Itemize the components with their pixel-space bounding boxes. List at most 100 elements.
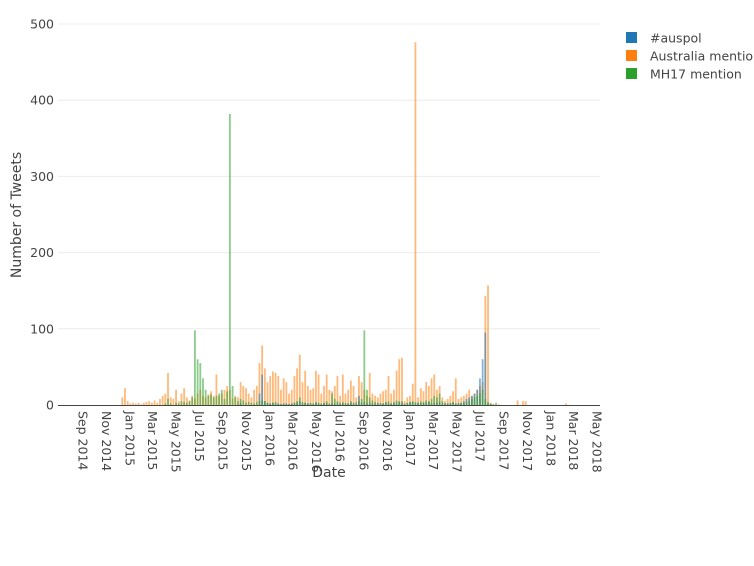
bar-mh17-mention <box>449 402 452 405</box>
bar-mh17-mention <box>183 401 186 405</box>
bar-australia-mention <box>159 398 161 405</box>
bar-australia-mention <box>258 363 261 405</box>
bar-auspol <box>261 374 264 405</box>
bar-mh17-mention <box>427 401 430 405</box>
bar-australia-mention <box>245 388 247 405</box>
bar-mh17-mention <box>384 401 387 405</box>
bar-mh17-mention <box>411 401 414 405</box>
bar-australia-mention <box>309 389 312 405</box>
y-tick-label: 400 <box>30 93 54 108</box>
bar-australia-mention <box>145 401 148 405</box>
bar-australia-mention <box>167 372 169 405</box>
bar-mh17-mention <box>339 402 342 405</box>
bar-auspol <box>358 395 360 405</box>
bar-mh17-mention <box>212 397 215 405</box>
bar-mh17-mention <box>228 113 231 405</box>
bar-mh17-mention <box>398 401 401 405</box>
bar-australia-mention <box>344 393 347 405</box>
bar-mh17-mention <box>317 402 320 405</box>
bar-australia-mention <box>446 398 449 405</box>
bar-mh17-mention <box>282 403 285 405</box>
bar-mh17-mention <box>271 402 274 405</box>
bar-australia-mention <box>140 404 143 405</box>
bar-mh17-mention <box>309 402 312 405</box>
bar-mh17-mention <box>401 401 403 405</box>
bar-mh17-mention <box>188 401 191 405</box>
bar-mh17-mention <box>481 389 484 405</box>
bar-australia-mention <box>132 402 134 405</box>
bar-australia-mention <box>301 382 304 405</box>
bar-mh17-mention <box>414 401 417 405</box>
bar-australia-mention <box>250 397 253 405</box>
bar-mh17-mention <box>422 401 425 405</box>
bar-australia-mention <box>223 389 226 405</box>
bar-australia-mention <box>336 376 339 405</box>
x-tick-label: Mar 2016 <box>286 411 301 470</box>
bar-australia-mention <box>358 376 360 405</box>
x-tick-label: Mar 2017 <box>426 411 441 470</box>
bar-australia-mention <box>282 378 285 405</box>
legend[interactable]: #auspol Australia mention MH17 mention <box>626 31 754 82</box>
bar-mh17-mention <box>441 401 444 405</box>
bar-mh17-mention <box>417 402 420 405</box>
bar-australia-mention <box>371 393 374 405</box>
bar-australia-mention <box>325 374 328 405</box>
bar-mh17-mention <box>167 398 169 405</box>
bar-mh17-mention <box>301 401 304 405</box>
bar-australia-mention <box>349 380 352 405</box>
x-tick-label: Jan 2016 <box>263 410 278 466</box>
legend-swatch <box>626 50 637 61</box>
bar-australia-mention <box>263 368 266 405</box>
legend-item[interactable]: Australia mention <box>626 49 754 64</box>
bar-mh17-mention <box>368 397 371 405</box>
bar-australia-mention <box>406 397 409 405</box>
legend-item[interactable]: MH17 mention <box>626 67 742 82</box>
bar-auspol <box>481 359 484 405</box>
bar-australia-mention <box>274 372 277 405</box>
x-tick-label: Jan 2015 <box>122 410 137 466</box>
bar-mh17-mention <box>226 391 229 405</box>
bar-mh17-mention <box>331 393 333 405</box>
legend-item[interactable]: #auspol <box>626 31 702 46</box>
bar-australia-mention <box>277 376 280 405</box>
bar-australia-mention <box>333 385 336 405</box>
bar-australia-mention <box>306 385 309 405</box>
bar-mh17-mention <box>185 402 188 405</box>
bar-mh17-mention <box>382 403 385 405</box>
legend-swatch <box>626 68 637 79</box>
bar-mh17-mention <box>465 401 468 405</box>
bar-mh17-mention <box>237 401 239 405</box>
bar-australia-mention <box>185 397 188 405</box>
bar-mh17-mention <box>476 395 479 405</box>
bar-australia-mention <box>142 402 145 405</box>
bar-australia-mention <box>384 389 387 405</box>
x-tick-label: Jan 2018 <box>543 410 558 466</box>
bar-mh17-mention <box>202 378 204 405</box>
x-tick-label: Nov 2014 <box>99 411 114 471</box>
bar-mh17-mention <box>433 395 436 405</box>
bar-mh17-mention <box>444 402 446 405</box>
bar-australia-mention <box>242 385 245 405</box>
bar-australia-mention <box>247 393 250 405</box>
bar-mh17-mention <box>175 402 177 405</box>
gridlines <box>58 23 600 330</box>
bar-australia-mention <box>360 382 363 405</box>
bar-mh17-mention <box>352 402 355 405</box>
bar-australia-mention <box>285 382 288 405</box>
bar-mh17-mention <box>371 400 374 405</box>
bar-mh17-mention <box>255 401 258 405</box>
bar-australia-mention <box>175 389 177 405</box>
bar-australia-mention <box>341 374 344 405</box>
bar-mh17-mention <box>479 393 481 405</box>
bar-australia-mention <box>452 391 454 405</box>
bar-mh17-mention <box>293 402 296 405</box>
bar-mh17-mention <box>210 394 212 405</box>
bar-mh17-mention <box>409 401 411 405</box>
bar-mh17-mention <box>296 401 298 405</box>
y-tick-labels: 0 100 200 300 400 500 <box>30 17 54 413</box>
x-tick-label: Sep 2014 <box>76 411 91 470</box>
bar-mh17-mention <box>390 402 393 405</box>
bar-mh17-mention <box>438 393 441 405</box>
bar-australia-mention <box>153 400 156 405</box>
bar-australia-mention <box>215 374 218 405</box>
